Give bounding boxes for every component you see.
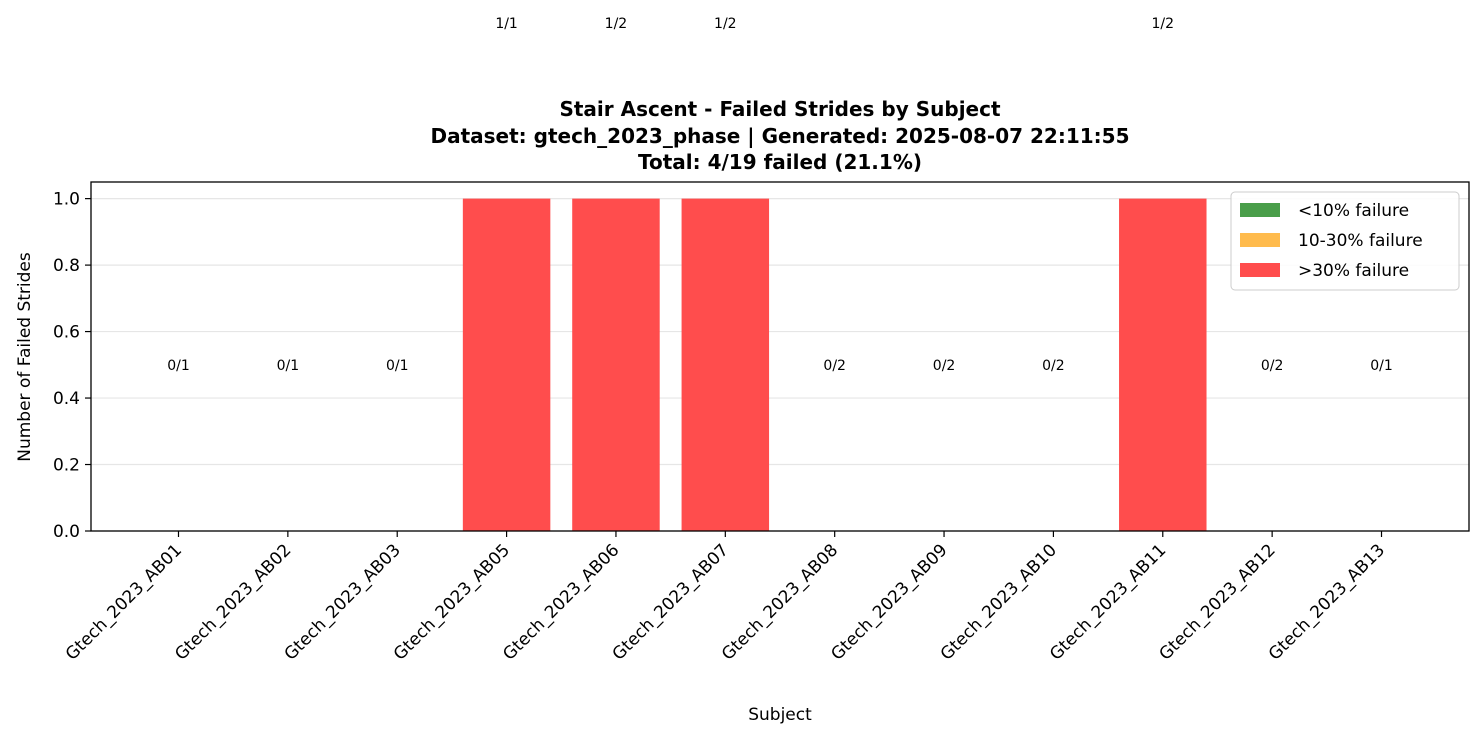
- x-tick-label: Gtech_2023_AB09: [827, 540, 951, 664]
- legend-swatch: [1240, 263, 1280, 277]
- x-tick-label: Gtech_2023_AB13: [1265, 540, 1389, 664]
- bar-label: 0/1: [386, 358, 409, 374]
- bar-gtech-2023-ab05: [462, 198, 551, 531]
- y-axis: 0.0 0.2 0.4 0.6 0.8 1.0: [53, 190, 91, 542]
- x-tick-label: Gtech_2023_AB03: [281, 540, 405, 664]
- bar-label: 0/1: [1370, 358, 1393, 374]
- legend-label: 10-30% failure: [1298, 231, 1423, 251]
- y-tick-label: 0.0: [53, 522, 80, 542]
- legend: <10% failure 10-30% failure >30% failure: [1230, 191, 1460, 291]
- bars: [462, 198, 1207, 531]
- x-axis: Gtech_2023_AB01Gtech_2023_AB02Gtech_2023…: [62, 531, 1389, 665]
- bar-labels: 0/1 0/1 0/1 1/1 1/2 1/2 0/2 0/2 0/2 1/2 0/2 0/1: [167, 16, 1393, 374]
- bar-label: 0/2: [1261, 358, 1284, 374]
- legend-label: >30% failure: [1298, 261, 1409, 281]
- y-tick-label: 0.6: [53, 323, 80, 343]
- bar-label: 0/2: [1042, 358, 1065, 374]
- legend-swatch: [1240, 203, 1280, 217]
- x-tick-label: Gtech_2023_AB05: [390, 540, 514, 664]
- bar-gtech-2023-ab06: [572, 198, 660, 531]
- y-tick-label: 0.8: [53, 256, 80, 276]
- chart-title-line-3: Total: 4/19 failed (21.1%): [638, 150, 922, 174]
- x-tick-label: Gtech_2023_AB10: [937, 540, 1061, 664]
- bar-label: 1/2: [714, 16, 737, 32]
- bar-label: 1/1: [495, 16, 518, 32]
- x-tick-label: Gtech_2023_AB06: [499, 540, 623, 664]
- bar-gtech-2023-ab07: [681, 198, 770, 531]
- bar-gtech-2023-ab11: [1119, 198, 1207, 531]
- x-axis-label: Subject: [748, 705, 812, 725]
- x-tick-label: Gtech_2023_AB11: [1046, 540, 1170, 664]
- plot-frame: [90, 181, 1470, 532]
- bar-label: 0/1: [277, 358, 300, 374]
- chart-title: Stair Ascent - Failed Strides by Subject…: [430, 97, 1129, 174]
- y-tick-label: 0.4: [53, 389, 80, 409]
- chart-title-line-1: Stair Ascent - Failed Strides by Subject: [559, 97, 1000, 121]
- x-tick-label: Gtech_2023_AB01: [62, 540, 186, 664]
- legend-frame: [1230, 191, 1460, 291]
- y-tick-label: 0.2: [53, 456, 80, 476]
- x-tick-label: Gtech_2023_AB08: [718, 540, 842, 664]
- y-axis-label: Number of Failed Strides: [15, 252, 35, 462]
- legend-entries: <10% failure 10-30% failure >30% failure: [1240, 201, 1423, 281]
- bar-label: 0/2: [933, 358, 956, 374]
- y-tick-label: 1.0: [53, 190, 80, 210]
- x-tick-label: Gtech_2023_AB12: [1156, 540, 1280, 664]
- bar-label: 1/2: [1152, 16, 1175, 32]
- legend-swatch: [1240, 233, 1280, 247]
- chart-title-line-2: Dataset: gtech_2023_phase | Generated: 2…: [430, 124, 1129, 148]
- x-tick-label: Gtech_2023_AB02: [171, 540, 295, 664]
- bar-label: 0/2: [823, 358, 846, 374]
- legend-label: <10% failure: [1298, 201, 1409, 221]
- x-tick-label: Gtech_2023_AB07: [609, 540, 733, 664]
- bar-label: 1/2: [605, 16, 628, 32]
- bar-label: 0/1: [167, 358, 190, 374]
